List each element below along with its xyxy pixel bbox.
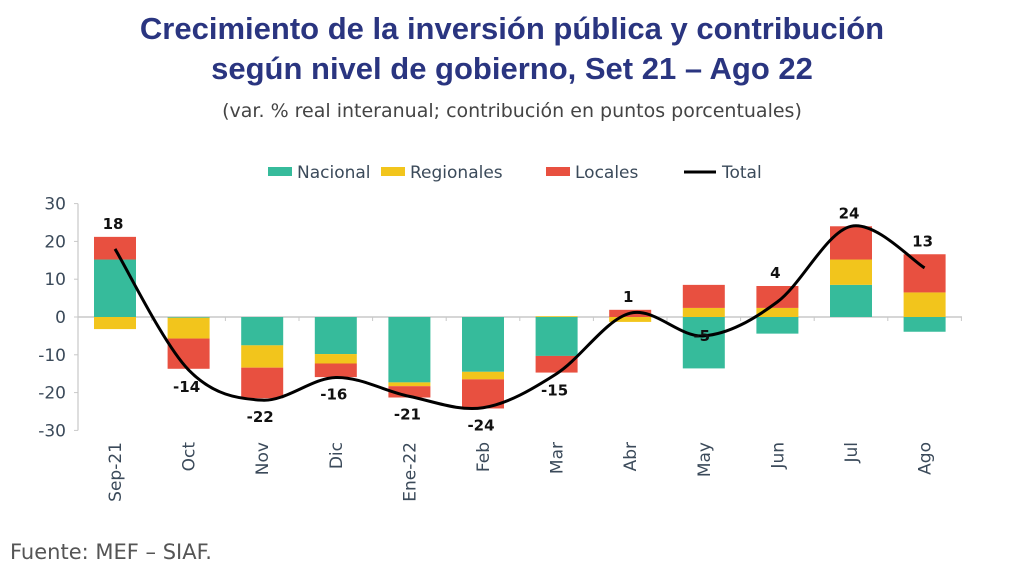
- data-label-total: -22: [247, 408, 274, 426]
- data-label-total: 1: [623, 288, 633, 306]
- legend-swatch-nacional: [268, 167, 292, 176]
- bar-locales: [94, 236, 136, 260]
- x-tick-label: May: [695, 442, 715, 477]
- y-tick-label: -30: [38, 421, 66, 441]
- bar-locales: [903, 254, 946, 293]
- total-line: [113, 224, 926, 410]
- x-tick-label: Dic: [327, 442, 347, 469]
- legend: Nacional Regionales Locales Total: [268, 163, 762, 183]
- legend-label-locales: Locales: [575, 163, 639, 183]
- legend-label-nacional: Nacional: [297, 163, 371, 183]
- y-tick-label: -10: [38, 346, 66, 366]
- bar-regionales: [682, 307, 725, 317]
- bar-nacional: [167, 317, 210, 318]
- bar-nacional: [830, 284, 872, 317]
- bar-nacional: [682, 317, 725, 369]
- data-label-total: -14: [173, 378, 200, 396]
- x-tick-label: Mar: [548, 442, 568, 474]
- legend-swatch-regionales: [381, 167, 405, 176]
- bar-nacional: [314, 317, 357, 355]
- y-tick-label: 30: [44, 195, 66, 215]
- y-tick-label: 10: [44, 270, 66, 290]
- data-label-total: 18: [103, 215, 124, 233]
- bar-regionales: [167, 317, 210, 339]
- x-tick-label: Abr: [621, 442, 641, 471]
- bar-regionales: [756, 307, 799, 317]
- chart-title-line-2: según nivel de gobierno, Set 21 – Ago 22: [211, 51, 813, 86]
- x-tick-label: Ene-22: [400, 442, 420, 502]
- y-tick-label: 0: [55, 308, 66, 328]
- bar-regionales: [535, 316, 578, 317]
- bar-nacional: [756, 317, 799, 334]
- bar-regionales: [830, 259, 872, 285]
- bar-regionales: [903, 292, 946, 317]
- bar-nacional: [903, 317, 946, 332]
- x-tick-label: Jul: [842, 442, 862, 464]
- x-tick-label: Nov: [253, 442, 273, 475]
- x-tick-label: Feb: [474, 442, 494, 472]
- data-label-total: 4: [770, 264, 780, 282]
- data-label-total: 24: [839, 204, 860, 222]
- data-label-total: -21: [394, 406, 421, 424]
- legend-label-regionales: Regionales: [410, 163, 503, 183]
- bar-nacional: [241, 317, 284, 346]
- bar-regionales: [609, 317, 652, 322]
- bars: [94, 226, 946, 409]
- bar-regionales: [462, 371, 504, 380]
- bar-locales: [682, 284, 725, 308]
- data-label-total: -15: [541, 382, 568, 400]
- data-label-total: -5: [693, 327, 710, 345]
- x-tick-label: Sep-21: [106, 442, 126, 502]
- bar-nacional: [94, 259, 136, 317]
- legend-swatch-locales: [546, 167, 570, 176]
- axes: 30 20 10 0 -10 -20 -30 Sep-21 Oct Nov Dic Ene-22 Feb…: [38, 195, 962, 502]
- x-tick-label: Jun: [768, 442, 788, 470]
- bar-locales: [535, 355, 578, 373]
- total-line-layer: [113, 224, 926, 410]
- bar-locales: [830, 226, 872, 260]
- y-tick-label: -20: [38, 384, 66, 404]
- y-tick-label: 20: [44, 232, 66, 252]
- bar-locales: [314, 363, 357, 378]
- data-label-total: 13: [912, 232, 933, 250]
- x-tick-label: Ago: [916, 442, 936, 475]
- bar-nacional: [535, 317, 578, 356]
- bar-regionales: [388, 382, 431, 387]
- bar-regionales: [94, 317, 136, 330]
- chart-title-line-1: Crecimiento de la inversión pública y co…: [139, 11, 885, 46]
- bar-regionales: [241, 345, 284, 368]
- bar-nacional: [462, 317, 504, 372]
- x-tick-label: Oct: [180, 442, 200, 472]
- bar-regionales: [314, 354, 357, 364]
- source-note: Fuente: MEF – SIAF.: [10, 540, 212, 564]
- data-label-total: -24: [467, 416, 494, 434]
- bar-locales: [388, 386, 431, 398]
- bar-locales: [241, 367, 284, 399]
- data-labels: 18 -14 -22 -16 -21 -24 -15 1 -5 4 24 13: [103, 204, 933, 434]
- legend-label-total: Total: [721, 163, 762, 183]
- bar-nacional: [388, 317, 431, 383]
- data-label-total: -16: [320, 385, 347, 403]
- chart-subtitle: (var. % real interanual; contribución en…: [222, 100, 802, 122]
